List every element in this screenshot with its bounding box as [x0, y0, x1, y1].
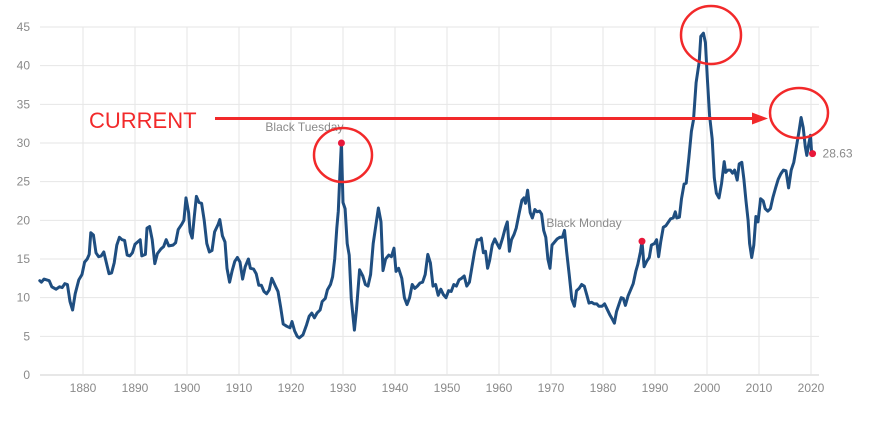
y-tick-label: 5: [23, 329, 30, 343]
x-tick-label: 1990: [642, 381, 669, 395]
y-tick-label: 35: [17, 97, 31, 111]
grid: [40, 26, 819, 376]
current-label: CURRENT: [89, 108, 197, 133]
annotations: CURRENT: [89, 4, 830, 184]
y-tick-label: 30: [17, 136, 31, 150]
x-tick-label: 2010: [746, 381, 773, 395]
x-tick-label: 2000: [694, 381, 721, 395]
y-tick-label: 45: [17, 20, 31, 34]
event-markers: Black Tuesday Black Monday 28.63: [265, 120, 853, 245]
event-label: Black Monday: [546, 216, 621, 230]
current-value-label: 28.63: [823, 147, 853, 161]
y-tick-label: 15: [17, 252, 31, 266]
x-tick-label: 1970: [538, 381, 565, 395]
x-tick-label: 1930: [330, 381, 357, 395]
x-tick-label: 1890: [122, 381, 149, 395]
y-tick-label: 20: [17, 213, 31, 227]
event-marker-dot: [638, 237, 646, 245]
y-tick-label: 10: [17, 291, 31, 305]
x-tick-label: 1980: [590, 381, 617, 395]
highlight-circle-2000: [679, 4, 743, 66]
x-tick-label: 1940: [382, 381, 409, 395]
x-axis: 1880 1890 1900 1910 1920 1930 1940 1950 1960 1970…: [70, 381, 825, 395]
event-label: Black Tuesday: [265, 120, 343, 134]
x-tick-label: 1960: [486, 381, 513, 395]
y-axis: 0 5 10 15 20 25 30 35 40 45: [17, 20, 31, 382]
y-tick-label: 25: [17, 175, 31, 189]
x-tick-label: 1920: [278, 381, 305, 395]
y-tick-label: 40: [17, 59, 31, 73]
highlight-circle-1929: [312, 126, 374, 184]
event-marker-dot: [337, 139, 345, 147]
x-tick-label: 1950: [434, 381, 461, 395]
event-marker-dot: [809, 150, 817, 158]
x-tick-label: 1910: [226, 381, 253, 395]
x-tick-label: 1900: [174, 381, 201, 395]
y-tick-label: 0: [23, 368, 30, 382]
current-arrow-head: [752, 112, 768, 125]
x-tick-label: 1880: [70, 381, 97, 395]
x-tick-label: 2020: [798, 381, 825, 395]
highlight-circle-current: [768, 86, 830, 140]
pe-series-line: [38, 31, 813, 340]
